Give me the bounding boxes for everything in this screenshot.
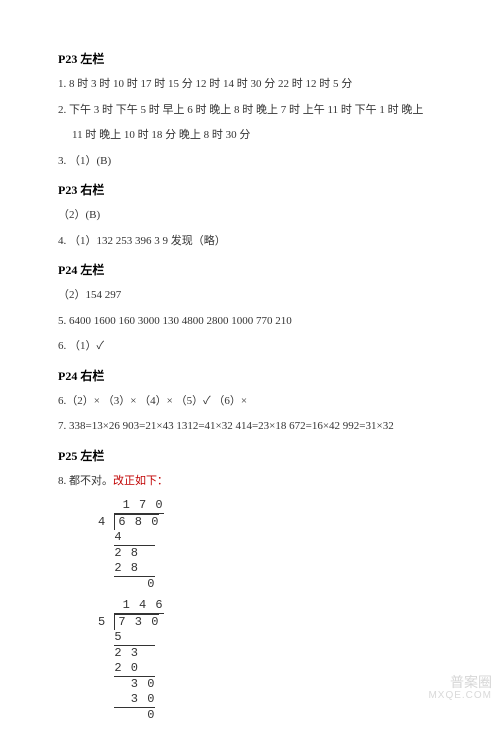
longdiv-2: 1 4 65 7 3 0 5 2 3 2 0 3 0 3 0 0 xyxy=(98,598,442,723)
watermark: 普案圈 MXQE.COM xyxy=(428,675,492,701)
heading-p23-left: P23 左栏 xyxy=(58,50,442,67)
p23r-a: （2）(B) xyxy=(58,207,442,224)
p23l-q3: 3. （1）(B) xyxy=(58,153,442,170)
p23l-q1: 1. 8 时 3 时 10 时 17 时 15 分 12 时 14 时 30 分… xyxy=(58,76,442,93)
p24r-q6b: 6.（2）× （3）× （4）× （5）✓ （6）× xyxy=(58,393,442,410)
p24r-q7: 7. 338=13×26 903=21×43 1312=41×32 414=23… xyxy=(58,418,442,435)
watermark-bottom: MXQE.COM xyxy=(428,690,492,701)
p23l-q2a: 2. 下午 3 时 下午 5 时 早上 6 时 晚上 8 时 晚上 7 时 上午… xyxy=(58,102,442,119)
p23l-q2b: 11 时 晚上 10 时 18 分 晚上 8 时 30 分 xyxy=(58,127,442,144)
p25l-q8: 8. 都不对。改正如下： xyxy=(58,473,442,490)
heading-p23-right: P23 右栏 xyxy=(58,181,442,198)
heading-p24-left: P24 左栏 xyxy=(58,261,442,278)
p25l-q8-prefix: 8. 都不对。 xyxy=(58,475,113,487)
page-content: P23 左栏 1. 8 时 3 时 10 时 17 时 15 分 12 时 14… xyxy=(0,0,500,749)
watermark-top: 普案圈 xyxy=(428,675,492,690)
p24l-q6: 6. （1）✓ xyxy=(58,338,442,355)
p24l-a: （2）154 297 xyxy=(58,287,442,304)
p25l-q8-red: 改正如下： xyxy=(113,475,168,487)
p23r-q4: 4. （1）132 253 396 3 9 发现（略） xyxy=(58,233,442,250)
longdiv-1: 1 7 04 6 8 0 4 2 8 2 8 0 xyxy=(98,498,442,592)
p24l-q5: 5. 6400 1600 160 3000 130 4800 2800 1000… xyxy=(58,313,442,330)
heading-p24-right: P24 右栏 xyxy=(58,367,442,384)
heading-p25-left: P25 左栏 xyxy=(58,447,442,464)
